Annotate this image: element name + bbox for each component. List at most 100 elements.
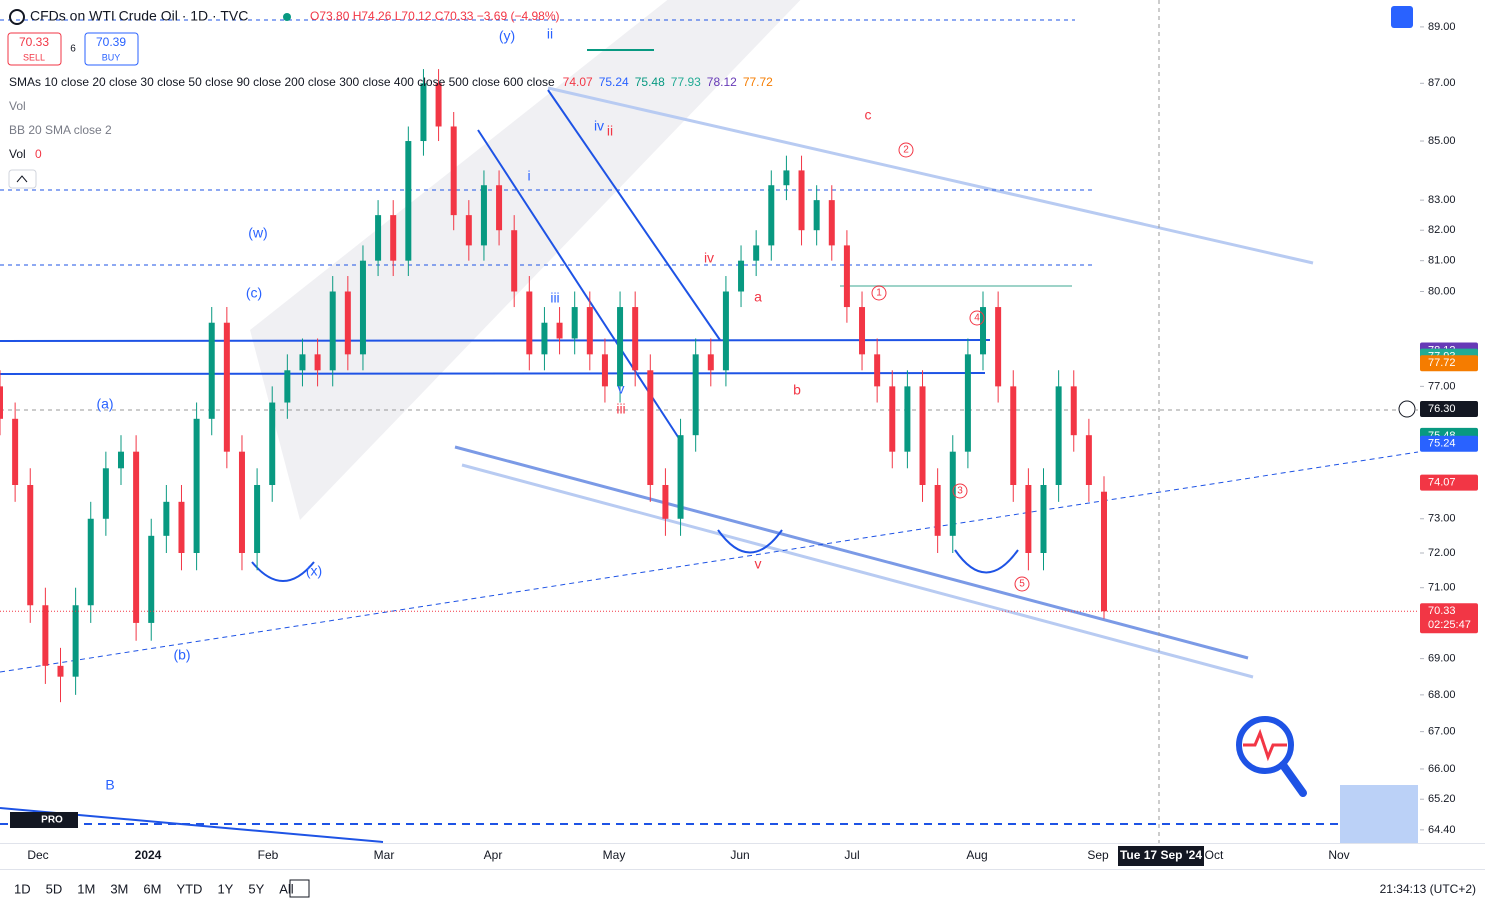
candle-body <box>980 307 987 355</box>
wave-label: iii <box>616 401 625 417</box>
range-button[interactable]: YTD <box>176 881 202 896</box>
candle-body <box>859 307 866 355</box>
candle-body <box>208 322 215 419</box>
sma-legend[interactable]: SMAs 10 close 20 close 30 close 50 close… <box>9 75 555 89</box>
buy-price[interactable]: 70.39 <box>96 35 126 49</box>
candle-body <box>1010 386 1017 485</box>
range-button[interactable]: 5Y <box>248 881 264 896</box>
range-button[interactable]: 5D <box>46 881 63 896</box>
candle-body <box>254 484 261 553</box>
buy-button[interactable] <box>84 32 139 66</box>
candle-body <box>359 260 366 355</box>
wave-circle <box>1014 576 1030 592</box>
range-button[interactable]: 1Y <box>217 881 233 896</box>
wave-label: v <box>618 381 625 397</box>
candle-body <box>1040 484 1047 553</box>
candle-body <box>617 307 624 387</box>
price-label: 74.07 <box>1428 477 1456 489</box>
range-button[interactable]: 1M <box>77 881 95 896</box>
price-tick-label: 81.00 <box>1428 255 1456 267</box>
range-button[interactable]: 3M <box>110 881 128 896</box>
candle-body <box>27 484 34 606</box>
candle-body <box>238 451 245 553</box>
time-label: Oct <box>1205 848 1224 862</box>
wave-circle <box>952 483 968 499</box>
price-label: 77.72 <box>1428 357 1456 369</box>
range-box <box>1340 785 1418 843</box>
candle-body <box>1055 386 1062 485</box>
candle-body <box>435 83 442 127</box>
candle-body <box>889 386 896 452</box>
sell-price[interactable]: 70.33 <box>19 35 49 49</box>
screen-button[interactable] <box>1391 6 1413 28</box>
arc <box>717 529 783 554</box>
time-label: Nov <box>1328 848 1349 862</box>
range-button[interactable]: All <box>279 881 294 896</box>
candle-body <box>1101 491 1107 612</box>
sma-value: 77.93 <box>671 75 701 89</box>
market-status <box>283 13 291 21</box>
wave-label: 2 <box>903 145 909 156</box>
wave-label: (x) <box>306 563 322 579</box>
vol2-legend[interactable]: Vol <box>9 147 26 161</box>
candle-body <box>753 245 760 261</box>
time-label: Dec <box>27 848 48 862</box>
time-label: Mar <box>374 848 395 862</box>
sell-label[interactable]: SELL <box>23 52 45 62</box>
price-tick-label: 77.00 <box>1428 380 1456 392</box>
candle-body <box>0 386 3 419</box>
wave-label: 5 <box>1019 579 1025 590</box>
wave-label: 1 <box>876 288 882 299</box>
price-tick-label: 72.00 <box>1428 547 1456 559</box>
collapse-button[interactable] <box>8 169 37 189</box>
trend-line <box>547 89 721 341</box>
price-tick-label: 69.00 <box>1428 653 1456 665</box>
candle-body <box>12 418 19 485</box>
price-tick-label: 68.00 <box>1428 689 1456 701</box>
candle-body <box>314 354 321 371</box>
candle-body <box>405 141 412 261</box>
wave-label: b <box>793 382 801 398</box>
countdown: 02:25:47 <box>1428 619 1471 631</box>
sma-value: 78.12 <box>707 75 737 89</box>
symbol-title[interactable]: CFDs on WTI Crude Oil · 1D · TVC <box>30 8 248 24</box>
time-label: May <box>603 848 626 862</box>
price-label-bg <box>1420 355 1478 372</box>
crosshair-date-bg <box>1118 846 1204 866</box>
wave-label: (b) <box>173 647 190 663</box>
wave-circle <box>898 142 914 158</box>
price-tick-label: 71.00 <box>1428 582 1456 594</box>
candle-body <box>874 354 881 387</box>
candle-body <box>480 185 487 246</box>
candle-body <box>798 170 805 231</box>
price-tick-label: 89.00 <box>1428 21 1456 33</box>
candle-body <box>1025 484 1032 553</box>
candle-body <box>193 418 200 553</box>
wave-label: ii <box>607 123 613 139</box>
wave-label: iii <box>550 290 559 306</box>
candle-body <box>390 215 397 261</box>
bb-legend[interactable]: BB 20 SMA close 2 <box>9 123 112 137</box>
collapse-icon <box>16 175 28 183</box>
candle-body <box>707 354 714 371</box>
wave-label: (y) <box>499 28 515 44</box>
price-tick-label: 85.00 <box>1428 135 1456 147</box>
trend-line <box>0 339 991 342</box>
clock: 21:34:13 (UTC+2) <box>1380 882 1476 896</box>
wave-label: B <box>105 777 114 793</box>
date-range-icon[interactable] <box>289 879 310 898</box>
wave-label: iv <box>704 250 714 266</box>
price-tick-label: 64.40 <box>1428 824 1456 836</box>
sell-button[interactable] <box>7 32 62 66</box>
logo-icon <box>1243 728 1287 762</box>
range-button[interactable]: 1D <box>14 881 31 896</box>
candle-body <box>904 386 911 452</box>
crosshair-date: Tue 17 Sep '24 <box>1120 848 1202 862</box>
vol-legend[interactable]: Vol <box>9 99 26 113</box>
range-button[interactable]: 6M <box>143 881 161 896</box>
buy-label[interactable]: BUY <box>102 52 121 62</box>
wave-label: (a) <box>96 396 113 412</box>
